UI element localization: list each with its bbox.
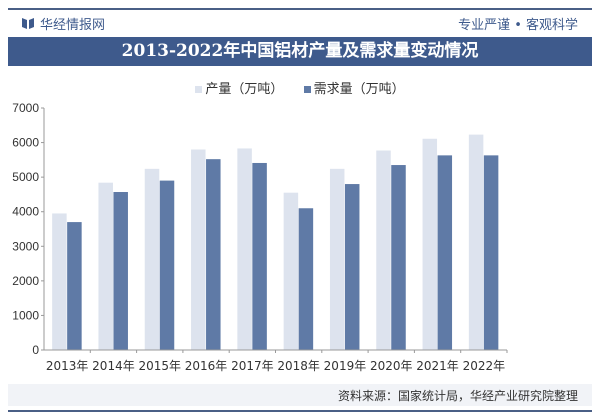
bar-production-7: [376, 150, 391, 350]
x-tick-label: 2013年: [46, 359, 89, 373]
bar-production-2: [144, 168, 160, 350]
y-tick-label: 0: [32, 343, 39, 357]
bar-production-5: [283, 192, 299, 350]
y-tick-label: 7000: [12, 101, 39, 115]
x-tick-label: 2014年: [92, 359, 135, 373]
bar-production-9: [468, 134, 484, 350]
bar-demand-2: [159, 180, 175, 350]
x-tick-label: 2018年: [277, 359, 320, 373]
y-tick-label: 2000: [12, 274, 39, 288]
bar-production-1: [98, 182, 113, 350]
y-tick-label: 3000: [12, 239, 39, 253]
legend-swatch: [303, 85, 311, 93]
y-tick-label: 5000: [12, 170, 39, 184]
brand-name: 华经情报网: [40, 18, 106, 33]
y-tick-label: 6000: [12, 136, 39, 150]
bar-demand-9: [483, 155, 499, 350]
chart-title: 2013-2022年中国铝材产量及需求量变动情况: [8, 37, 592, 66]
bottom-rule: [8, 410, 592, 412]
y-tick-label: 4000: [12, 205, 39, 219]
legend-label: 需求量（万吨）: [313, 82, 405, 97]
x-tick-label: 2021年: [416, 359, 459, 373]
slogan: 专业严谨 • 客观科学: [458, 18, 578, 33]
x-tick-label: 2022年: [463, 359, 506, 373]
x-tick-label: 2017年: [231, 359, 274, 373]
x-tick-label: 2015年: [138, 359, 181, 373]
bar-production-0: [52, 213, 67, 350]
bar-demand-4: [252, 162, 267, 350]
top-rule: [8, 8, 592, 10]
x-tick-label: 2016年: [185, 359, 228, 373]
bar-production-4: [237, 148, 252, 350]
bar-demand-3: [206, 159, 221, 350]
brand-logo-icon: [22, 18, 34, 29]
footer-band: [8, 384, 592, 406]
x-tick-label: 2020年: [370, 359, 413, 373]
legend-item-demand: 需求量（万吨）: [303, 82, 405, 97]
bar-demand-6: [344, 184, 360, 350]
legend-item-production: 产量（万吨）: [195, 82, 283, 97]
bar-production-8: [422, 138, 438, 350]
legend-label: 产量（万吨）: [205, 82, 284, 97]
source-note: 资料来源：国家统计局，华经产业研究院整理: [337, 389, 578, 403]
legend: 产量（万吨） 需求量（万吨）: [0, 78, 600, 97]
y-tick-label: 1000: [12, 308, 39, 322]
brand: 华经情报网: [22, 14, 105, 33]
bar-production-6: [329, 168, 345, 350]
bar-demand-7: [391, 165, 406, 350]
legend-swatch: [195, 85, 203, 93]
bar-demand-8: [437, 155, 453, 350]
bar-demand-5: [298, 208, 314, 350]
bar-demand-0: [67, 222, 82, 350]
bar-demand-1: [113, 192, 128, 350]
x-tick-label: 2019年: [324, 359, 367, 373]
bar-production-3: [191, 149, 206, 350]
